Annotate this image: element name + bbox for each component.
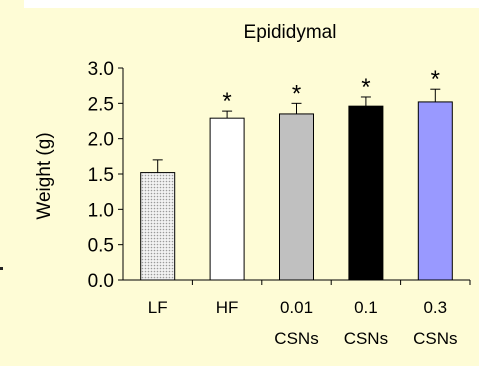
- left-edge-mark: [0, 267, 3, 270]
- significance-marker: *: [431, 66, 440, 93]
- x-category-label: 0.01: [280, 298, 313, 317]
- significance-marker: *: [292, 80, 301, 107]
- bar: [417, 101, 453, 281]
- y-tick-label: 2.0: [88, 130, 114, 151]
- bar: [209, 117, 245, 281]
- x-category-label: 0.1: [354, 298, 378, 317]
- x-category-label: CSNs: [413, 329, 457, 348]
- left-background-strip: [0, 0, 24, 366]
- chart-panel-background: [24, 8, 479, 366]
- bar: [140, 172, 176, 281]
- significance-marker: *: [222, 88, 231, 115]
- chart-title: Epididymal: [244, 22, 337, 43]
- y-tick-label: 1.5: [88, 165, 114, 186]
- bar: [279, 113, 314, 281]
- y-tick-label: 0.5: [88, 236, 114, 257]
- x-category-label: 0.3: [423, 298, 447, 317]
- x-category-label: HF: [216, 298, 239, 317]
- x-category-label: CSNs: [344, 329, 388, 348]
- x-category-label: LF: [148, 298, 168, 317]
- x-category-label: CSNs: [274, 329, 318, 348]
- bar: [348, 105, 384, 281]
- y-axis-title: Weight (g): [34, 132, 55, 219]
- y-tick-label: 0.0: [88, 271, 114, 292]
- y-tick-label: 2.5: [88, 94, 114, 115]
- y-tick-label: 1.0: [88, 200, 114, 221]
- significance-marker: *: [361, 74, 370, 101]
- y-tick-label: 3.0: [88, 59, 114, 80]
